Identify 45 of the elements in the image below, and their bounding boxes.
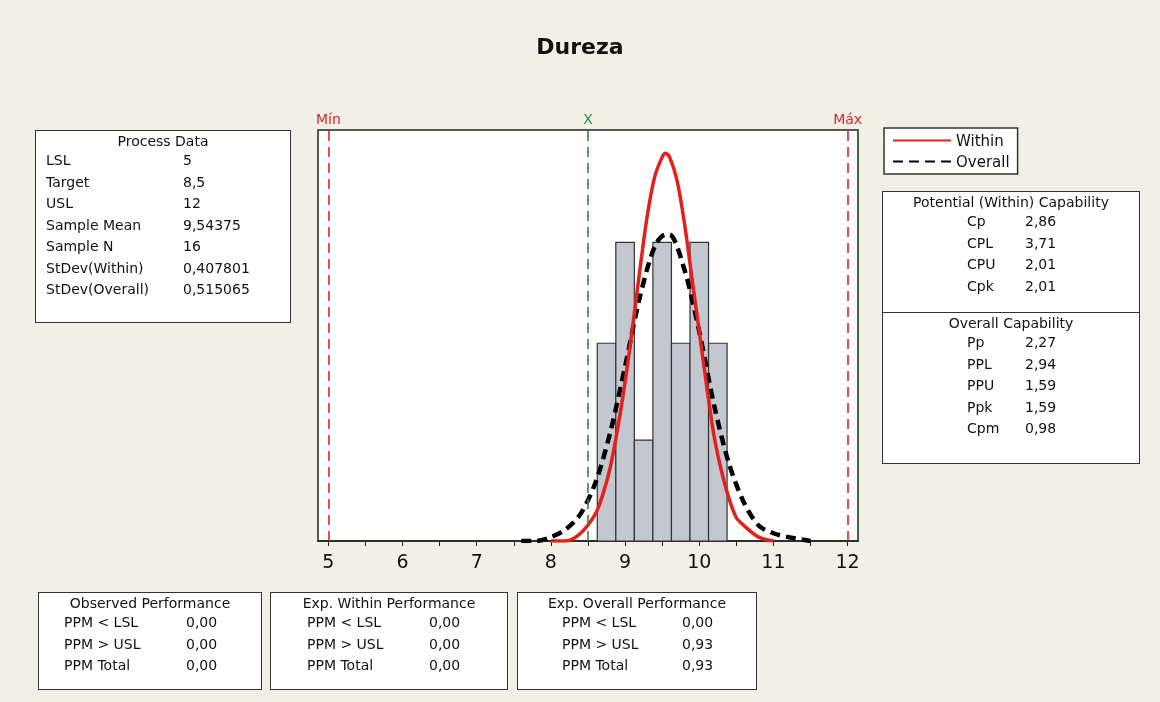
text: Observed Performance xyxy=(68,595,232,611)
text: StDev(Overall) 0,515065 xyxy=(46,281,250,297)
text: StDev(Within) 0,407801 xyxy=(46,259,250,276)
x-tick-label: 8 xyxy=(544,549,557,572)
text: Process Data xyxy=(116,133,210,149)
text: CPL 3,71 xyxy=(967,234,1057,251)
text: PPM > USL 0,00 xyxy=(307,635,461,652)
text: PPM Total 0,00 xyxy=(64,657,218,673)
text: PPU 1,59 xyxy=(967,377,1057,393)
text: PPM > USL 0,00 xyxy=(64,635,218,652)
x-tick-label: 7 xyxy=(470,549,483,572)
text: Cp 2,86 xyxy=(967,213,1057,229)
text: Exp. Within Performance xyxy=(301,595,477,611)
text: Target 8,5 xyxy=(46,173,206,190)
text: PPM < LSL 0,00 xyxy=(307,614,461,630)
legend-label: Overall xyxy=(956,152,1010,171)
text: Pp 2,27 xyxy=(967,334,1057,350)
x-tick-label: 9 xyxy=(619,549,632,572)
chart-title: Dureza xyxy=(536,33,624,59)
text: Overall Capability xyxy=(947,315,1075,331)
text: Sample N 16 xyxy=(46,238,201,254)
text: Cpk 2,01 xyxy=(967,277,1057,294)
x-tick-label: 5 xyxy=(322,549,335,572)
x-tick-label: 6 xyxy=(396,549,409,572)
text: Cpm 0,98 xyxy=(967,420,1057,436)
ref-line-label: Mín xyxy=(315,111,341,127)
text: LSL 5 xyxy=(46,152,192,168)
x-tick-label: 12 xyxy=(835,549,860,572)
ref-line-label: Máx xyxy=(833,111,863,127)
text: PPM < LSL 0,00 xyxy=(64,614,218,630)
x-tick-label: 10 xyxy=(687,549,712,572)
text: PPL 2,94 xyxy=(967,355,1057,372)
legend-label: Within xyxy=(956,131,1004,150)
text: PPM < LSL 0,00 xyxy=(562,614,714,630)
text: Exp. Overall Performance xyxy=(546,595,728,611)
text: USL 12 xyxy=(46,195,201,211)
text: Potential (Within) Capability xyxy=(912,194,1110,210)
text: CPU 2,01 xyxy=(967,256,1057,272)
text: PPM Total 0,93 xyxy=(562,657,714,673)
ref-line-label: X xyxy=(583,111,594,127)
text: Sample Mean 9,54375 xyxy=(46,216,241,233)
text: Ppk 1,59 xyxy=(967,398,1057,415)
x-tick-label: 11 xyxy=(761,549,786,572)
text: PPM Total 0,00 xyxy=(307,657,461,673)
text: PPM > USL 0,93 xyxy=(562,635,714,652)
